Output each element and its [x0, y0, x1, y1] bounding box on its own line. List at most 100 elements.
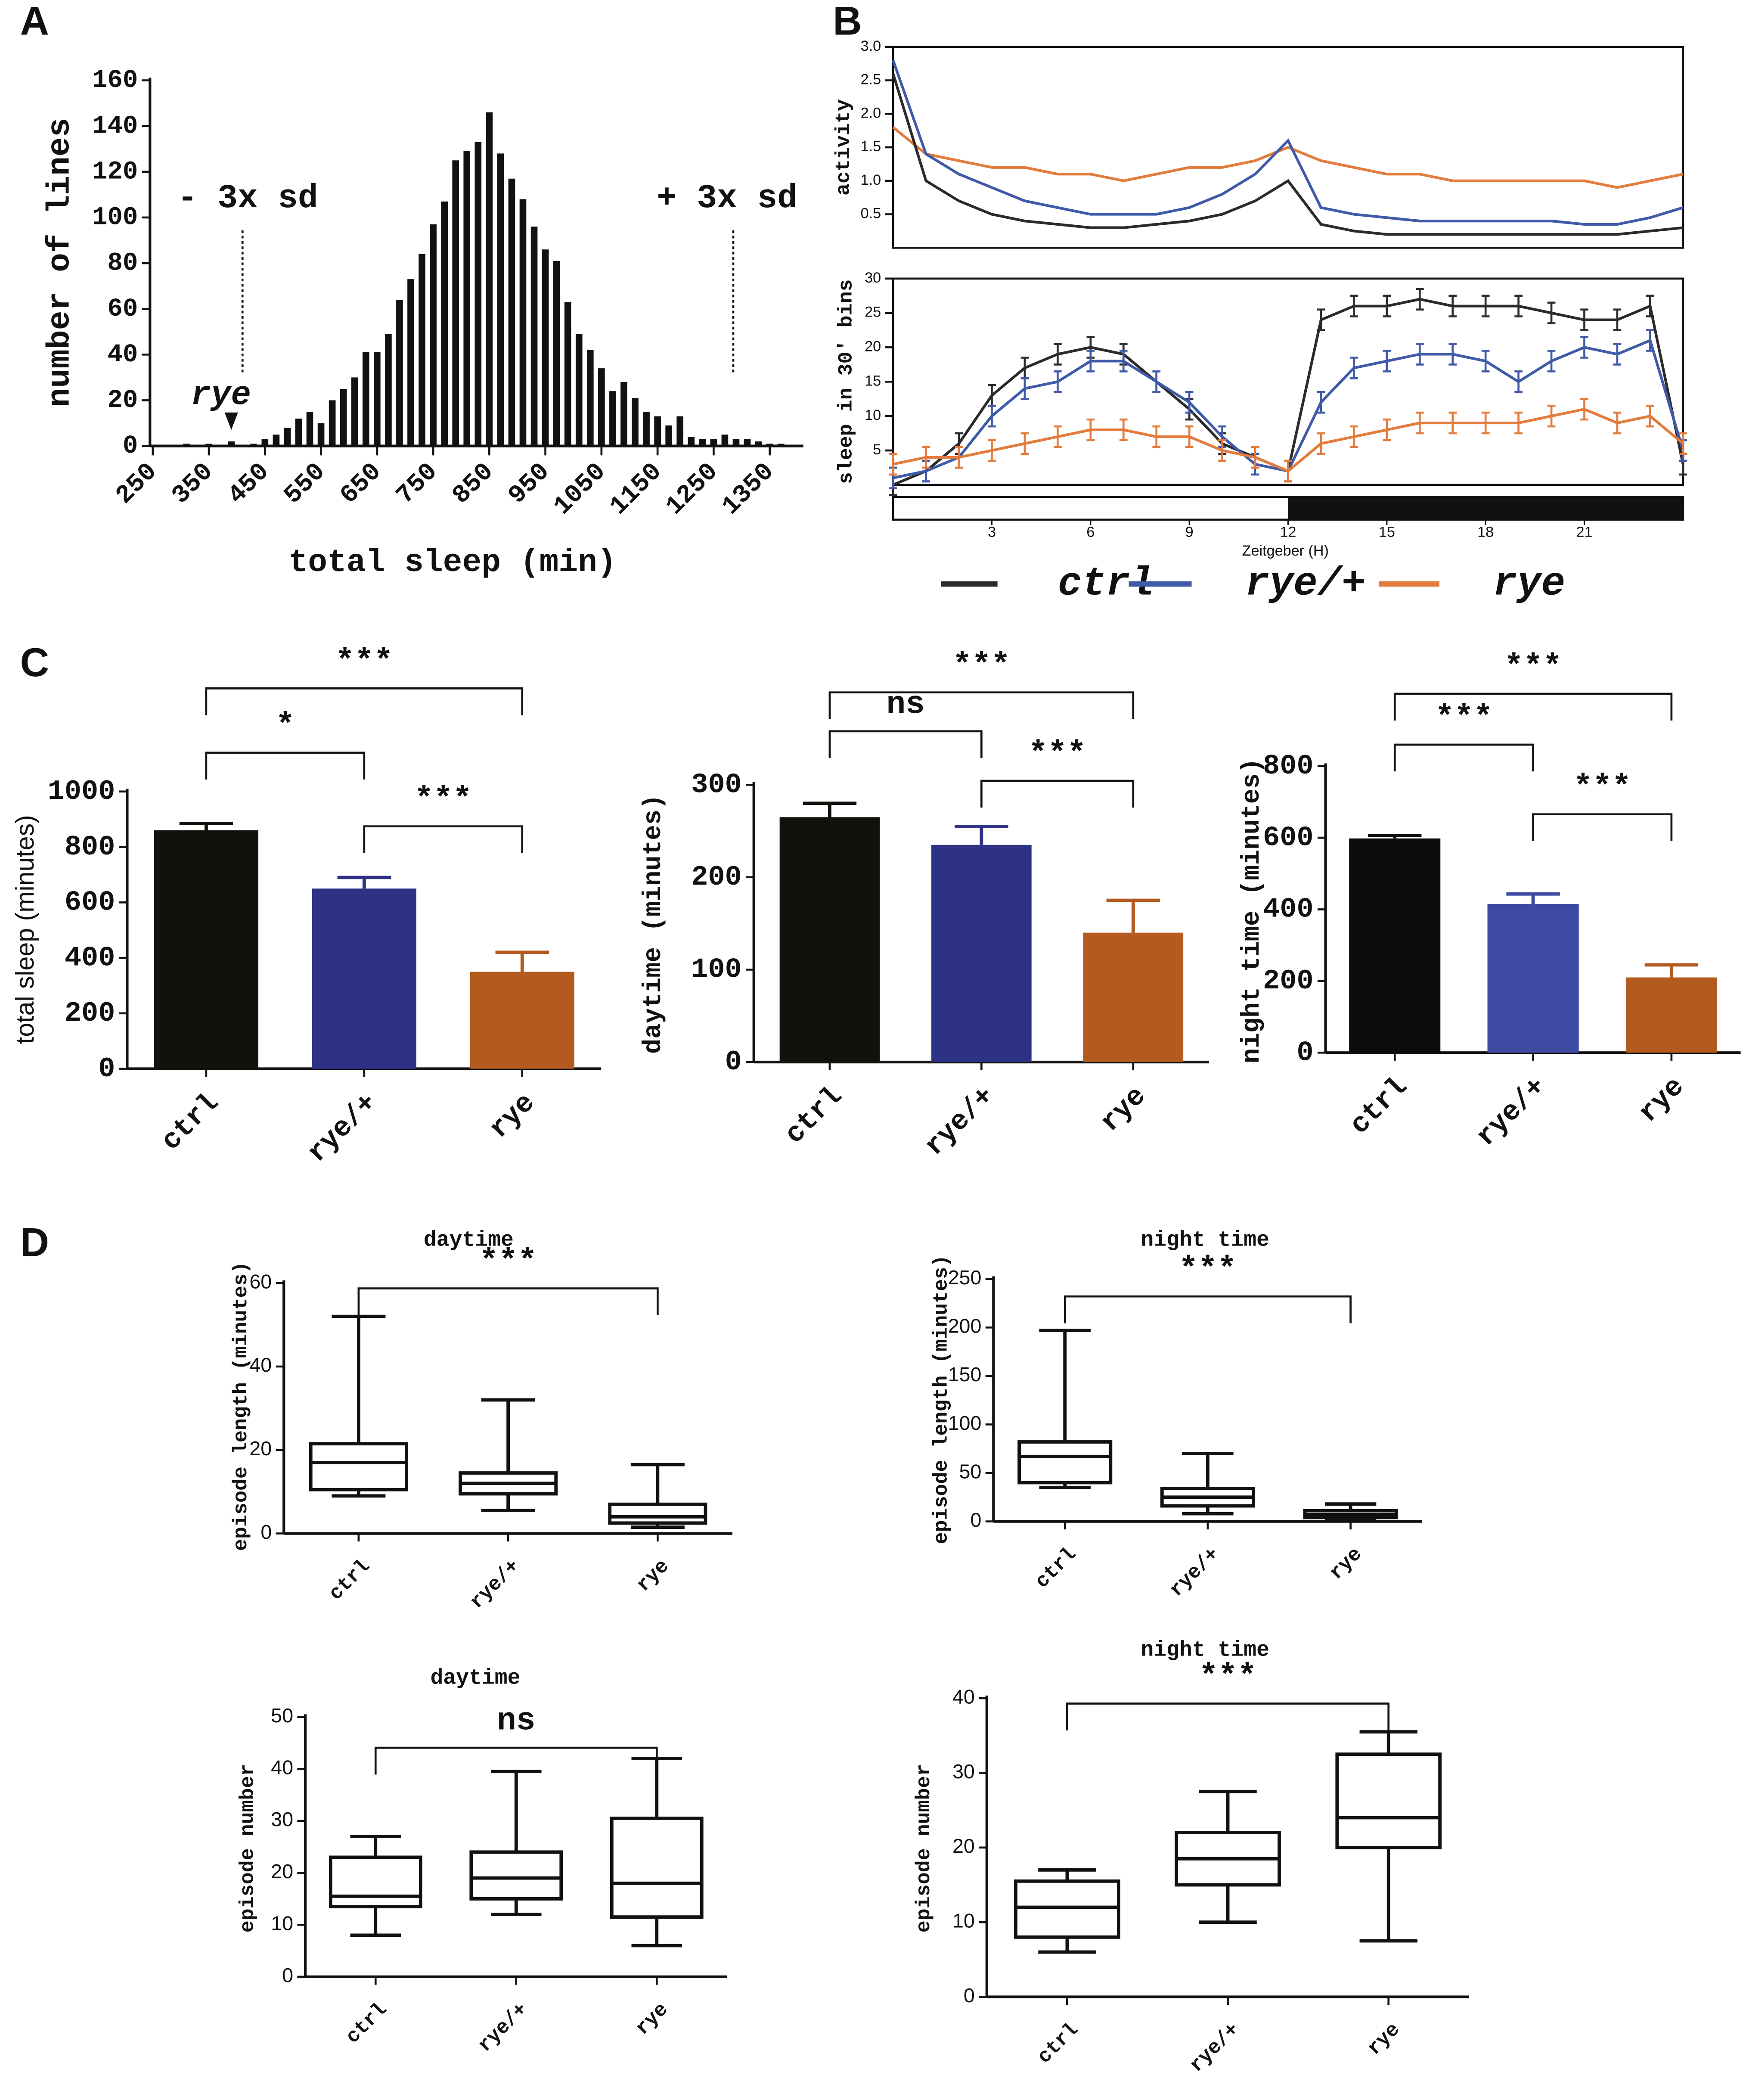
- bar: [710, 439, 717, 446]
- x-tick-label: 15: [1379, 524, 1395, 541]
- bar: [430, 224, 437, 446]
- y-tick-label: 20: [271, 1860, 293, 1883]
- bar: [553, 261, 560, 446]
- x-tick-label: 3: [988, 524, 996, 541]
- significance-bracket: [357, 1287, 659, 1315]
- y-tick-label: 200: [65, 997, 115, 1029]
- legend-label: rye/+: [1245, 561, 1366, 607]
- significance-bracket: [363, 825, 524, 853]
- x-tick-label: 12: [1280, 524, 1296, 541]
- y-axis-label: activity: [832, 99, 855, 196]
- error-bar: [1646, 295, 1654, 317]
- y-axis-label: episode number: [237, 1764, 260, 1932]
- bar: [1625, 977, 1717, 1053]
- error-bar: [1481, 350, 1490, 373]
- y-tick-label: 1.5: [861, 138, 881, 155]
- y-tick-label: 40: [107, 340, 138, 369]
- y-tick-label: 50: [271, 1704, 293, 1727]
- chart-title: night time: [1141, 1638, 1269, 1662]
- y-axis-label: total sleep (minutes): [11, 815, 39, 1044]
- y-axis-label: number of lines: [43, 118, 79, 407]
- annotation: rye: [191, 376, 251, 414]
- error-bar: [337, 876, 391, 889]
- error-bar: [1514, 411, 1523, 435]
- chart-title: daytime: [424, 1228, 514, 1252]
- bar: [732, 439, 740, 446]
- y-tick-label: 300: [691, 769, 742, 801]
- error-bar: [1514, 295, 1523, 317]
- bar: [643, 411, 650, 446]
- bar: [676, 416, 684, 446]
- y-tick-label: 100: [691, 954, 742, 986]
- y-tick-label: 0.5: [861, 205, 881, 222]
- y-tick-label: 160: [92, 66, 138, 95]
- y-tick-label: 200: [691, 861, 742, 893]
- y-axis-label: daytime (minutes): [639, 794, 668, 1054]
- y-tick-label: 2.5: [861, 71, 881, 88]
- error-bar: [1646, 329, 1654, 352]
- bar: [688, 437, 695, 446]
- y-axis-label: episode length (minutes): [230, 1261, 253, 1551]
- significance-label: ***: [1573, 770, 1631, 806]
- bar: [1487, 904, 1579, 1053]
- y-tick-label: 600: [65, 887, 115, 919]
- legend-label: rye: [1493, 561, 1565, 607]
- bar: [519, 199, 527, 446]
- bar: [755, 441, 762, 446]
- bar: [261, 439, 269, 446]
- y-tick-label: 200: [1263, 965, 1314, 997]
- significance-bracket: [205, 687, 524, 715]
- bar: [340, 388, 347, 446]
- error-bar: [1106, 898, 1160, 933]
- y-tick-label: 40: [249, 1354, 272, 1376]
- bar: [407, 279, 414, 446]
- significance-label: ***: [479, 1244, 537, 1280]
- error-bar: [1613, 411, 1622, 435]
- x-axis-label: total sleep (min): [288, 545, 616, 581]
- y-tick-label: 100: [948, 1412, 982, 1434]
- error-bar: [1368, 834, 1422, 839]
- annotation: + 3x sd: [657, 180, 797, 217]
- box: [1335, 1752, 1442, 1849]
- error-bar: [889, 453, 897, 476]
- y-axis-label: sleep in 30′ bins: [835, 279, 858, 484]
- x-tick-label: 9: [1185, 524, 1194, 541]
- bar: [721, 435, 729, 446]
- error-bar: [1350, 425, 1358, 448]
- bar: [654, 416, 661, 446]
- chart-title: daytime: [430, 1666, 520, 1690]
- error-bar: [1613, 308, 1622, 331]
- bar: [374, 352, 381, 446]
- bar: [273, 435, 280, 446]
- y-tick-label: 25: [865, 304, 881, 320]
- error-bar: [1284, 460, 1292, 483]
- significance-bracket: [1393, 743, 1534, 772]
- y-tick-label: 40: [271, 1756, 293, 1779]
- y-tick-label: 0: [725, 1046, 742, 1078]
- error-bar: [1350, 357, 1358, 379]
- error-bar: [922, 446, 930, 469]
- x-tick-label: 6: [1086, 524, 1095, 541]
- significance-label: *: [276, 708, 295, 744]
- significance-label: ***: [952, 648, 1010, 684]
- error-bar: [1547, 301, 1556, 324]
- error-bar: [1317, 391, 1325, 414]
- y-tick-label: 0: [1296, 1037, 1313, 1069]
- significance-label: ***: [1028, 736, 1086, 772]
- error-bar: [1580, 398, 1588, 421]
- bar: [779, 817, 880, 1062]
- bar: [419, 254, 425, 446]
- significance-bracket: [374, 1746, 658, 1775]
- y-tick-label: 140: [92, 112, 138, 140]
- y-tick-label: 20: [865, 338, 881, 354]
- error-bar: [1481, 295, 1490, 317]
- bar: [766, 444, 773, 446]
- box: [1017, 1440, 1113, 1485]
- y-tick-label: 600: [1263, 822, 1314, 854]
- box: [610, 1817, 704, 1919]
- bar: [497, 153, 504, 446]
- error-bar: [1415, 343, 1424, 366]
- error-bar: [1383, 295, 1391, 317]
- y-tick-label: 20: [107, 386, 138, 415]
